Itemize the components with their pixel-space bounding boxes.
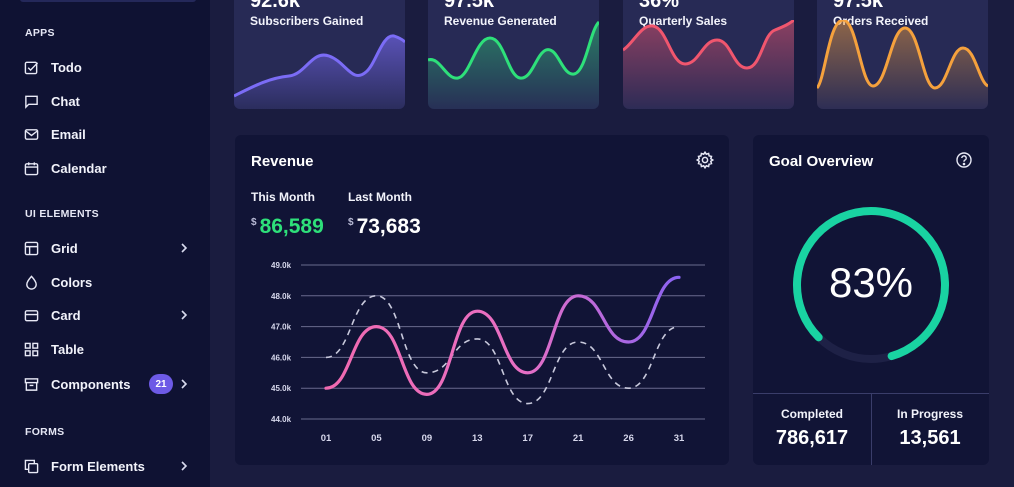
sidebar-item-todo[interactable]: Todo	[22, 55, 197, 79]
gear-icon[interactable]	[695, 150, 715, 170]
y-tick-label: 46.0k	[271, 353, 292, 362]
copy-icon	[22, 457, 40, 475]
stat-sparkline	[817, 20, 988, 109]
sidebar-item-label: Table	[51, 341, 84, 357]
sidebar-item-label: Email	[51, 126, 86, 142]
stat-card-revenue-generated: 97.5k Revenue Generated	[428, 0, 599, 109]
sidebar-item-label: Colors	[51, 274, 93, 290]
stat-label: Quarterly Sales	[639, 14, 728, 28]
stat-sparkline	[428, 20, 599, 109]
sidebar-item-label: Grid	[51, 240, 78, 256]
stat-value: 36%	[639, 0, 680, 12]
goal-overview-card: Goal Overview 83% Completed 786,617 In P…	[753, 135, 989, 465]
stat-card-subscribers: 92.6k Subscribers Gained	[234, 0, 405, 109]
stat-label: Subscribers Gained	[250, 14, 364, 28]
x-tick-label: 17	[522, 433, 533, 444]
completed-label: Completed	[780, 407, 843, 421]
completed-value: 786,617	[775, 427, 849, 449]
calendar-icon	[22, 159, 40, 177]
sidebar-item-card[interactable]: Card	[22, 303, 197, 327]
section-title-forms: FORMS	[25, 426, 65, 438]
x-tick-label: 31	[674, 433, 685, 444]
chart-series-line-dashed	[325, 294, 680, 405]
this-month-label: This Month	[251, 190, 315, 204]
goal-percent: 83%	[828, 259, 914, 306]
stat-label: Revenue Generated	[444, 14, 557, 28]
revenue-title: Revenue	[251, 153, 314, 170]
this-month-amount: 86,589	[259, 215, 324, 238]
card-icon	[22, 306, 40, 324]
last-month-amount: 73,683	[356, 215, 421, 238]
currency-symbol: $	[251, 217, 257, 228]
chevron-right-icon	[177, 307, 191, 323]
sidebar-item-label: Todo	[51, 59, 82, 75]
components-count-badge: 21	[149, 374, 173, 394]
x-tick-label: 21	[573, 433, 584, 444]
chart-series-line-solid	[324, 275, 681, 396]
sidebar-item-calendar[interactable]: Calendar	[22, 156, 197, 180]
sidebar-item-label: Form Elements	[51, 458, 145, 474]
section-title-ui-elements: UI ELEMENTS	[25, 208, 99, 220]
in-progress-stat: In Progress 13,561	[871, 407, 989, 450]
table-icon	[22, 340, 40, 358]
x-tick-label: 05	[371, 433, 382, 444]
y-tick-label: 47.0k	[271, 323, 292, 332]
completed-stat: Completed 786,617	[753, 407, 871, 450]
stat-card-orders-received: 97.5k Orders Received	[817, 0, 988, 109]
archive-box-icon	[22, 375, 40, 393]
last-month-value: $73,683	[348, 215, 421, 239]
sidebar-item-label: Chat	[51, 93, 80, 109]
chevron-right-icon	[177, 458, 191, 474]
sidebar-item-chat[interactable]: Chat	[22, 89, 197, 113]
sidebar-item-label: Calendar	[51, 160, 107, 176]
revenue-card: Revenue This Month Last Month $86,589 $7…	[235, 135, 729, 465]
sidebar: APPS Todo Chat Email Calendar UI ELEMENT…	[0, 0, 210, 487]
goal-title: Goal Overview	[769, 153, 874, 170]
stat-card-quarterly-sales: 36% Quarterly Sales	[623, 0, 794, 109]
sidebar-item-grid[interactable]: Grid	[22, 236, 197, 260]
sidebar-item-email[interactable]: Email	[22, 122, 197, 146]
x-tick-label: 09	[422, 433, 433, 444]
stat-sparkline	[623, 20, 794, 109]
revenue-line-chart: 49.0k 48.0k 47.0k 46.0k 45.0k 44.0k 01 05 09 13 1…	[271, 261, 705, 444]
in-progress-value: 13,561	[899, 427, 961, 449]
x-tick-label: 01	[321, 433, 332, 444]
grid-layout-icon	[22, 239, 40, 257]
stat-sparkline	[234, 34, 405, 109]
stat-value: 97.5k	[444, 0, 495, 12]
y-tick-label: 48.0k	[271, 292, 292, 301]
chat-bubble-icon	[22, 92, 40, 110]
sidebar-item-components[interactable]: Components 21	[22, 372, 197, 396]
goal-gauge	[793, 207, 949, 363]
section-title-apps: APPS	[25, 27, 55, 39]
stat-value: 92.6k	[250, 0, 301, 12]
sidebar-item-label: Components	[51, 376, 131, 392]
goal-divider	[871, 393, 872, 465]
stat-label: Orders Received	[833, 14, 929, 28]
y-tick-label: 44.0k	[271, 415, 292, 424]
droplet-icon	[22, 273, 40, 291]
y-tick-label: 45.0k	[271, 384, 292, 393]
sidebar-item-table[interactable]: Table	[22, 337, 197, 361]
stat-value: 97.5k	[833, 0, 884, 12]
x-tick-label: 13	[472, 433, 483, 444]
this-month-value: $86,589	[251, 215, 324, 239]
sidebar-top-strip	[20, 0, 196, 2]
checkbox-icon	[22, 58, 40, 76]
y-tick-label: 49.0k	[271, 261, 292, 270]
mail-icon	[22, 125, 40, 143]
goal-progress-arc	[793, 207, 949, 361]
help-circle-icon[interactable]	[955, 151, 973, 169]
chevron-right-icon	[177, 376, 191, 392]
last-month-label: Last Month	[348, 190, 412, 204]
sidebar-item-label: Card	[51, 307, 81, 323]
x-tick-label: 26	[623, 433, 634, 444]
sidebar-item-colors[interactable]: Colors	[22, 270, 197, 294]
in-progress-label: In Progress	[896, 407, 964, 421]
currency-symbol: $	[348, 217, 354, 228]
chevron-right-icon	[177, 240, 191, 256]
sidebar-item-form-elements[interactable]: Form Elements	[22, 454, 197, 478]
